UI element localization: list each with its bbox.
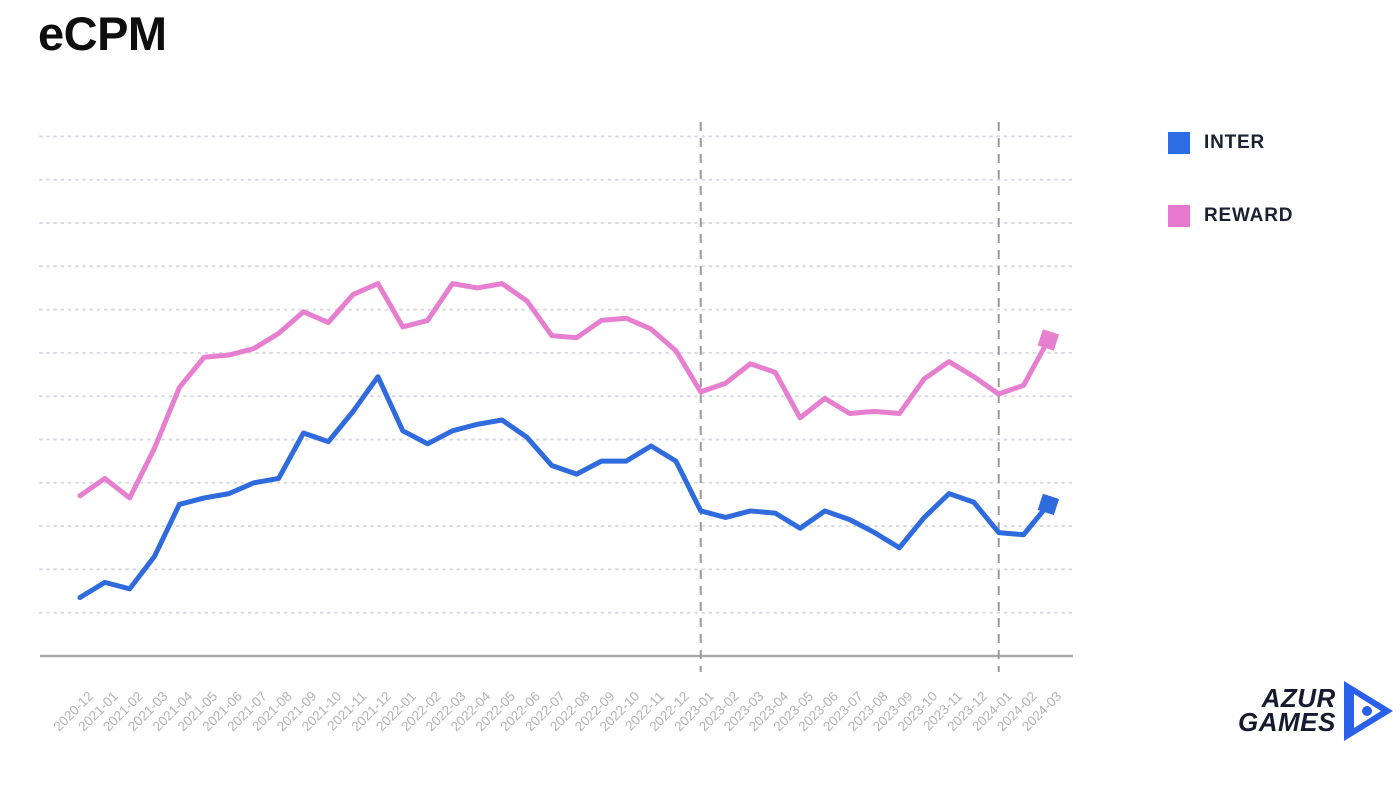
reward-end-marker [1037, 329, 1060, 351]
logo-line1: AZUR [1261, 683, 1336, 714]
reward-swatch-icon [1168, 205, 1190, 227]
reward-line [77, 281, 1051, 501]
inter-line [77, 374, 1051, 601]
reward-label: REWARD [1204, 205, 1294, 226]
inter-end-marker [1037, 493, 1060, 516]
logo-line2: GAMES [1238, 707, 1336, 737]
legend-item-inter: INTER [1168, 131, 1293, 155]
page-title: eCPM [38, 7, 167, 60]
legend-item-reward: REWARD [1168, 204, 1293, 228]
inter-label: INTER [1204, 132, 1265, 153]
legend: INTER REWARD [1168, 131, 1293, 277]
azur-games-logo: AZUR GAMES [1238, 680, 1395, 742]
inter-swatch-icon [1168, 132, 1190, 154]
azur-games-logo-text: AZUR GAMES [1238, 683, 1336, 737]
play-triangle-icon [1343, 681, 1393, 741]
